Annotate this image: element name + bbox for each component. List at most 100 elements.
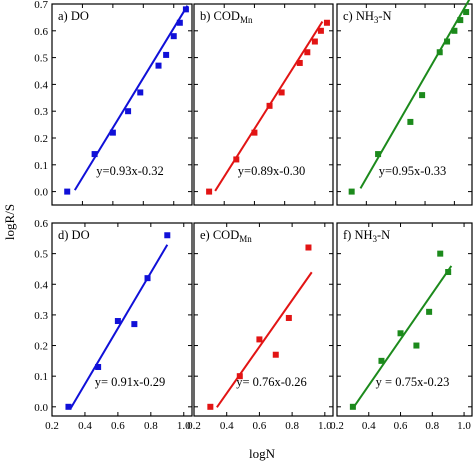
x-tick-label: 1.0 xyxy=(457,420,471,432)
panel-label: b) CODMn xyxy=(200,9,253,25)
y-tick-label: 0.3 xyxy=(34,310,48,322)
data-point xyxy=(206,188,213,195)
panel-frame xyxy=(336,222,473,417)
data-point xyxy=(266,102,273,109)
data-point xyxy=(176,19,183,26)
data-point xyxy=(457,17,464,24)
data-point xyxy=(233,156,240,163)
data-point xyxy=(131,321,138,328)
data-point xyxy=(375,151,382,158)
data-point xyxy=(155,62,162,69)
fit-equation: y= 0.91x-0.29 xyxy=(95,375,166,389)
data-point xyxy=(317,27,324,34)
data-point xyxy=(436,49,443,56)
data-point xyxy=(323,19,330,26)
data-point xyxy=(64,188,71,195)
y-tick-label: 0.7 xyxy=(34,0,48,11)
x-tick-label: 0.2 xyxy=(45,420,59,432)
x-tick-label: 1.0 xyxy=(318,420,332,432)
data-point xyxy=(451,27,458,34)
x-tick-label: 0.2 xyxy=(330,420,344,432)
x-tick-label: 0.6 xyxy=(111,420,125,432)
data-point xyxy=(182,6,189,13)
panel-label: f) NH3-N xyxy=(343,228,390,244)
data-point xyxy=(251,129,258,136)
data-point xyxy=(144,275,151,282)
panel-e: 0.2 0.4 0.6 0.8 1.0 e) CODMn y= 0.76x-0.26 xyxy=(187,222,334,432)
y-tick-label: 0.3 xyxy=(34,106,48,118)
fit-line xyxy=(73,5,189,191)
data-point xyxy=(348,188,355,195)
panel-frame xyxy=(193,3,334,206)
panel-label: e) CODMn xyxy=(200,228,252,244)
data-point xyxy=(207,403,214,410)
data-point xyxy=(311,38,318,45)
panel-label: d) DO xyxy=(58,228,90,242)
data-point xyxy=(272,351,279,358)
x-tick-label: 0.4 xyxy=(78,420,92,432)
fit-equation: y=0.89x-0.30 xyxy=(238,164,305,178)
panel-label: a) DO xyxy=(58,9,89,23)
data-point xyxy=(378,357,385,364)
data-point xyxy=(163,51,170,58)
data-point xyxy=(109,129,116,136)
y-tick-label: 0.0 xyxy=(34,187,48,199)
x-axis-title: logN xyxy=(249,446,276,461)
data-point xyxy=(170,33,177,40)
y-tick-label: 0.1 xyxy=(34,371,48,383)
data-point xyxy=(305,244,312,251)
y-tick-label: 0.2 xyxy=(34,133,48,145)
y-tick-label: 0.5 xyxy=(34,249,48,261)
data-point xyxy=(236,373,243,380)
data-point xyxy=(125,108,132,115)
panel-b: b) CODMn y=0.89x-0.30 xyxy=(193,3,334,206)
x-tick-label: 0.6 xyxy=(394,420,408,432)
data-point xyxy=(304,49,311,56)
data-point xyxy=(445,269,452,276)
panel-group: 0.0 0.1 0.2 0.3 0.4 0.5 0.6 0.7 a) DO y=0.93x-0.3… xyxy=(34,0,473,432)
panel-frame xyxy=(193,222,334,417)
data-point xyxy=(296,59,303,66)
panel-label: c) NH3-N xyxy=(343,9,392,25)
x-tick-label: 0.4 xyxy=(362,420,376,432)
fit-equation: y= 0.76x-0.26 xyxy=(236,375,307,389)
data-point xyxy=(397,330,404,337)
data-point xyxy=(114,318,121,325)
x-tick-label: 0.8 xyxy=(144,420,158,432)
y-tick-label: 0.1 xyxy=(34,160,48,172)
data-point xyxy=(137,89,144,96)
x-tick-label: 1.0 xyxy=(177,420,191,432)
y-tick-label: 0.6 xyxy=(34,26,48,38)
data-point xyxy=(444,38,451,45)
data-point xyxy=(285,314,292,321)
data-point xyxy=(419,92,426,99)
y-tick-label: 0.5 xyxy=(34,53,48,65)
data-point xyxy=(65,403,72,410)
fit-equation: y = 0.75x-0.23 xyxy=(376,375,450,389)
data-point xyxy=(349,403,356,410)
y-tick-label: 0.4 xyxy=(34,79,48,91)
fit-equation: y=0.95x-0.33 xyxy=(379,164,446,178)
panel-frame xyxy=(336,3,473,206)
x-tick-label: 0.8 xyxy=(285,420,299,432)
x-tick-label: 0.4 xyxy=(220,420,234,432)
y-tick-label: 0.4 xyxy=(34,279,48,291)
data-point xyxy=(164,232,171,239)
data-point xyxy=(437,250,444,257)
data-point xyxy=(278,89,285,96)
fit-line xyxy=(216,271,313,408)
panel-f: 0.2 0.4 0.6 0.8 1.0 f) NH3-N y = 0.75x-0.23 xyxy=(330,222,473,432)
panel-d: 0.2 0.4 0.6 0.8 1.0 0.0 0.1 0.2 0.3 0.4 0.5 0.6 d) D… xyxy=(34,218,193,432)
data-point xyxy=(95,363,102,370)
fit-line xyxy=(69,244,169,410)
x-tick-label: 0.2 xyxy=(187,420,201,432)
y-axis-title: logR/S xyxy=(2,204,17,240)
y-tick-label: 0.6 xyxy=(34,218,48,230)
data-point xyxy=(407,118,414,125)
x-tick-label: 0.6 xyxy=(253,420,267,432)
data-point xyxy=(463,9,470,16)
fit-equation: y=0.93x-0.32 xyxy=(96,164,163,178)
panel-a: 0.0 0.1 0.2 0.3 0.4 0.5 0.6 0.7 a) DO y=0.93x-0.3… xyxy=(34,0,193,206)
x-tick-label: 0.8 xyxy=(425,420,439,432)
